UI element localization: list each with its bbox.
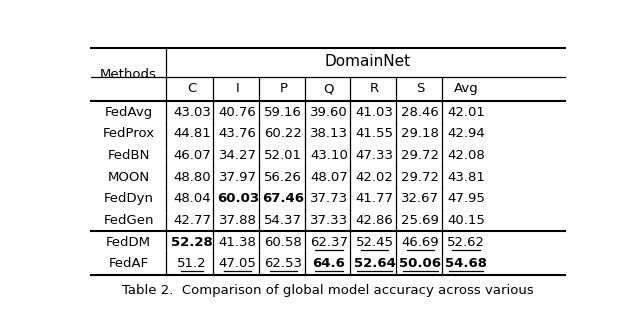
Text: 32.67: 32.67 — [401, 192, 439, 205]
Text: C: C — [188, 83, 196, 95]
Text: 52.62: 52.62 — [447, 236, 485, 249]
Text: 40.76: 40.76 — [219, 106, 257, 119]
Text: 48.04: 48.04 — [173, 192, 211, 205]
Text: 37.33: 37.33 — [310, 214, 348, 227]
Text: 42.77: 42.77 — [173, 214, 211, 227]
Text: FedProx: FedProx — [102, 127, 155, 140]
Text: 29.72: 29.72 — [401, 149, 439, 162]
Text: Table 2.  Comparison of global model accuracy across various: Table 2. Comparison of global model accu… — [122, 284, 534, 297]
Text: I: I — [236, 83, 239, 95]
Text: 60.58: 60.58 — [264, 236, 302, 249]
Text: 39.60: 39.60 — [310, 106, 348, 119]
Text: 28.46: 28.46 — [401, 106, 439, 119]
Text: 43.10: 43.10 — [310, 149, 348, 162]
Text: 42.86: 42.86 — [356, 214, 394, 227]
Text: 47.95: 47.95 — [447, 192, 485, 205]
Text: 59.16: 59.16 — [264, 106, 302, 119]
Text: 52.45: 52.45 — [356, 236, 394, 249]
Text: FedBN: FedBN — [108, 149, 150, 162]
Text: Avg: Avg — [454, 83, 478, 95]
Text: 62.53: 62.53 — [264, 257, 302, 270]
Text: 43.03: 43.03 — [173, 106, 211, 119]
Text: S: S — [416, 83, 424, 95]
Text: 41.55: 41.55 — [356, 127, 394, 140]
Text: 52.28: 52.28 — [172, 236, 213, 249]
Text: 62.37: 62.37 — [310, 236, 348, 249]
Text: 48.07: 48.07 — [310, 171, 348, 184]
Text: 60.22: 60.22 — [264, 127, 302, 140]
Text: 46.07: 46.07 — [173, 149, 211, 162]
Text: 47.05: 47.05 — [219, 257, 257, 270]
Text: FedDM: FedDM — [106, 236, 151, 249]
Text: 51.2: 51.2 — [177, 257, 207, 270]
Text: FedDyn: FedDyn — [104, 192, 154, 205]
Text: R: R — [370, 83, 379, 95]
Text: 54.68: 54.68 — [445, 257, 487, 270]
Text: 29.18: 29.18 — [401, 127, 439, 140]
Text: 41.77: 41.77 — [356, 192, 394, 205]
Text: Q: Q — [324, 83, 334, 95]
Text: 52.64: 52.64 — [354, 257, 396, 270]
Text: 29.72: 29.72 — [401, 171, 439, 184]
Text: 48.80: 48.80 — [173, 171, 211, 184]
Text: 67.46: 67.46 — [262, 192, 305, 205]
Text: 50.06: 50.06 — [399, 257, 441, 270]
Text: P: P — [280, 83, 287, 95]
Text: Methods: Methods — [100, 68, 157, 81]
Text: 54.37: 54.37 — [264, 214, 302, 227]
Text: 37.97: 37.97 — [219, 171, 257, 184]
Text: 42.08: 42.08 — [447, 149, 484, 162]
Text: 42.01: 42.01 — [447, 106, 485, 119]
Text: FedAvg: FedAvg — [104, 106, 153, 119]
Text: 60.03: 60.03 — [217, 192, 259, 205]
Text: 41.03: 41.03 — [356, 106, 394, 119]
Text: 41.38: 41.38 — [219, 236, 257, 249]
Text: MOON: MOON — [108, 171, 150, 184]
Text: 42.94: 42.94 — [447, 127, 484, 140]
Text: 37.88: 37.88 — [219, 214, 257, 227]
Text: DomainNet: DomainNet — [324, 53, 410, 68]
Text: 42.02: 42.02 — [356, 171, 394, 184]
Text: 34.27: 34.27 — [219, 149, 257, 162]
Text: 25.69: 25.69 — [401, 214, 439, 227]
Text: FedAF: FedAF — [109, 257, 148, 270]
Text: 52.01: 52.01 — [264, 149, 302, 162]
Text: 46.69: 46.69 — [401, 236, 439, 249]
Text: 56.26: 56.26 — [264, 171, 302, 184]
Text: FedGen: FedGen — [103, 214, 154, 227]
Text: 47.33: 47.33 — [356, 149, 394, 162]
Text: 64.6: 64.6 — [312, 257, 346, 270]
Text: 43.76: 43.76 — [219, 127, 257, 140]
Text: 44.81: 44.81 — [173, 127, 211, 140]
Text: 38.13: 38.13 — [310, 127, 348, 140]
Text: 40.15: 40.15 — [447, 214, 485, 227]
Text: 43.81: 43.81 — [447, 171, 485, 184]
Text: 37.73: 37.73 — [310, 192, 348, 205]
